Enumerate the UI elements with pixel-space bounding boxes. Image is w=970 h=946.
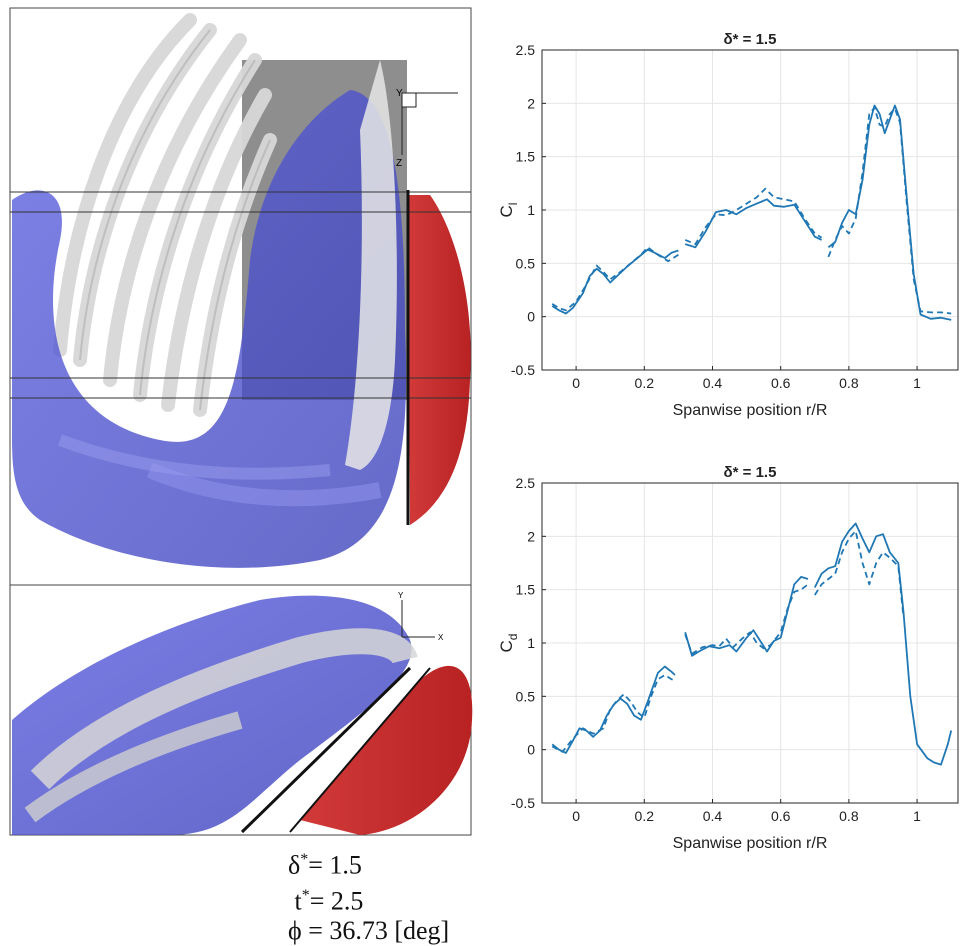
t-param: t*= 2.5 [294, 886, 364, 916]
axis-z-label: Z [396, 158, 402, 169]
x-tick-label: 0.6 [771, 808, 791, 824]
x-tick-label: 0 [572, 808, 580, 824]
x-tick-label: 0.4 [703, 808, 723, 824]
y-tick-label: 1.5 [516, 582, 536, 598]
x-tick-label: 0.2 [635, 375, 655, 391]
y-tick-label: 1.5 [516, 149, 536, 165]
y-tick-label: -0.5 [511, 795, 535, 811]
axis-triad-top: Y Z [396, 88, 458, 169]
x-tick-label: 0.6 [771, 375, 791, 391]
y-tick-label: 2 [527, 95, 535, 111]
y-axis-label: Cl [497, 203, 520, 218]
x-tick-label: 0 [572, 375, 580, 391]
y-tick-label: 2 [527, 528, 535, 544]
x-tick-label: 0.4 [703, 375, 723, 391]
y-tick-label: 2.5 [516, 475, 536, 491]
axis-triad-bottom: Y X [398, 591, 444, 642]
chart-title: δ* = 1.5 [724, 464, 777, 481]
series-line-solid [813, 522, 953, 766]
vortex-isosurface-visualization: Y Z Y X [9, 7, 473, 836]
series-line-dashed [814, 530, 905, 617]
y-tick-label: -0.5 [511, 362, 535, 378]
x-tick-label: 1 [913, 808, 921, 824]
y-tick-label: 0.5 [516, 255, 536, 271]
series-line-dashed [827, 106, 952, 315]
bottom-view-panel: Y X [9, 584, 473, 836]
x-axis-label: Spanwise position r/R [673, 835, 828, 852]
delta-param: δ*= 1.5 [288, 850, 362, 880]
y-axis-label: Cd [497, 634, 520, 653]
series-line-dashed [684, 187, 823, 245]
y-tick-label: 0 [527, 309, 535, 325]
y-tick-label: 1 [527, 202, 535, 218]
axis-x-label: X [438, 633, 444, 642]
x-axis-label: Spanwise position r/R [673, 402, 828, 419]
series-line-solid [684, 198, 822, 249]
top-view-panel: Y Z [9, 7, 472, 586]
y-tick-label: 0.5 [516, 688, 536, 704]
series-line-dashed [684, 583, 809, 655]
y-tick-label: 1 [527, 635, 535, 651]
chart-title: δ* = 1.5 [724, 31, 777, 48]
y-tick-label: 0 [527, 742, 535, 758]
x-tick-label: 1 [913, 375, 921, 391]
x-tick-label: 0.8 [839, 808, 859, 824]
axis-y-label: Y [398, 591, 404, 600]
x-tick-label: 0.2 [635, 808, 655, 824]
series-line-solid [827, 104, 952, 321]
y-tick-label: 2.5 [516, 42, 536, 58]
axis-y-label: Y [396, 88, 403, 99]
series-line-dashed [551, 674, 676, 753]
x-tick-label: 0.8 [839, 375, 859, 391]
